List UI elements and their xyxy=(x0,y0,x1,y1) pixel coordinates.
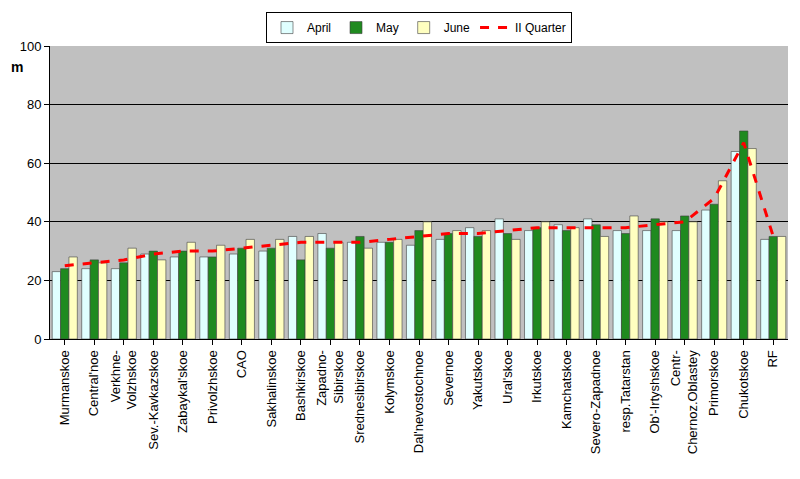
svg-text:100: 100 xyxy=(20,39,42,54)
svg-text:resp.Tatarstan: resp.Tatarstan xyxy=(618,350,633,432)
svg-text:Severnoe: Severnoe xyxy=(441,350,456,406)
svg-text:Central'noe: Central'noe xyxy=(87,350,102,416)
svg-text:Verkhne-Volzhskoe: Verkhne-Volzhskoe xyxy=(108,350,140,409)
svg-text:0: 0 xyxy=(34,332,41,347)
svg-text:20: 20 xyxy=(27,273,41,288)
svg-text:Kamchatskoe: Kamchatskoe xyxy=(559,350,574,429)
svg-text:m: m xyxy=(11,59,23,75)
svg-text:Yakutskoe: Yakutskoe xyxy=(470,350,485,410)
svg-text:Ob'-Irtyshskoe: Ob'-Irtyshskoe xyxy=(647,350,662,433)
svg-text:Irkutskoe: Irkutskoe xyxy=(529,350,544,403)
svg-text:Ural'skoe: Ural'skoe xyxy=(500,350,515,404)
svg-text:Sakhalinskoe: Sakhalinskoe xyxy=(264,350,279,427)
svg-text:April: April xyxy=(307,21,331,35)
svg-text:Dal'nevostochnoe: Dal'nevostochnoe xyxy=(411,350,426,453)
svg-text:Sev.-Kavkazskoe: Sev.-Kavkazskoe xyxy=(146,350,161,449)
svg-text:II Quarter: II Quarter xyxy=(515,21,566,35)
svg-text:Zabaykal'skoe: Zabaykal'skoe xyxy=(175,350,190,433)
svg-text:Primorskoe: Primorskoe xyxy=(706,350,721,416)
svg-text:Chukotskoe: Chukotskoe xyxy=(736,350,751,419)
svg-text:June: June xyxy=(444,21,470,35)
svg-text:Murmanskoe: Murmanskoe xyxy=(57,350,72,425)
svg-text:40: 40 xyxy=(27,214,41,229)
svg-text:60: 60 xyxy=(27,156,41,171)
svg-text:CAO: CAO xyxy=(234,350,249,378)
svg-text:Severo-Zapadnoe: Severo-Zapadnoe xyxy=(588,350,603,454)
svg-text:Zapadno-Sibirskoe: Zapadno-Sibirskoe xyxy=(314,350,346,406)
svg-text:Bashkirskoe: Bashkirskoe xyxy=(293,350,308,421)
svg-text:Kolymskoe: Kolymskoe xyxy=(382,350,397,414)
svg-text:Privolzhskoe: Privolzhskoe xyxy=(205,350,220,424)
svg-text:80: 80 xyxy=(27,97,41,112)
svg-text:RF: RF xyxy=(765,350,780,367)
svg-text:May: May xyxy=(376,21,399,35)
svg-text:Srednesibirskoe: Srednesibirskoe xyxy=(352,350,367,443)
svg-text:Centr-Chernoz.Oblastey: Centr-Chernoz.Oblastey xyxy=(668,350,700,455)
